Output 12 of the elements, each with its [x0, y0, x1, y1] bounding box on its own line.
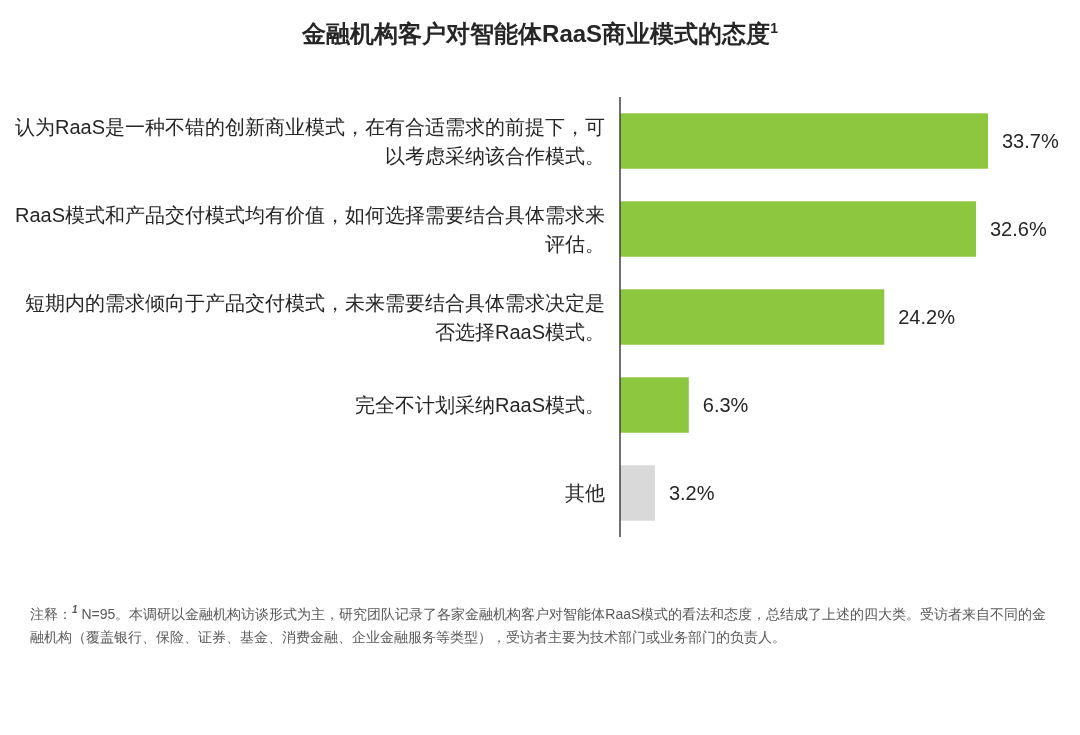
y-tick-label: RaaS模式和产品交付模式均有价值，如何选择需要结合具体需求来评估。	[14, 203, 605, 255]
chart-title: 金融机构客户对智能体RaaS商业模式的态度$^{1}$	[301, 19, 779, 49]
y-tick-label: 认为RaaS是一种不错的创新商业模式，在有合适需求的前提下，可以考虑采纳该合作模式。	[14, 115, 605, 167]
data-label: 24.2%	[898, 306, 956, 328]
y-tick-label: 其他	[565, 482, 605, 504]
data-label: 3.2%	[668, 482, 715, 504]
data-label: 32.6%	[989, 218, 1047, 240]
y-tick-label: 完全不计划采纳RaaS模式。	[354, 394, 605, 416]
data-label: 33.7%	[1002, 130, 1059, 152]
text: 注释：$^{1}$ N=95。本调研以金融机构访谈形式为主，研究团队记录了各家金融机构客户对智能体RaaS模式的看法和态度，总结成了上述的四大类。受访者来自不同的金融机构（覆盖银行、保险、证券、基金、消费金融、企业金融服务等类型），受访者主要为技术部门或业务部门的负责人。	[30, 603, 1048, 647]
y-tick-label: 短期内的需求倾向于产品交付模式，未来需要结合具体需求决定是否选择RaaS模式。	[25, 291, 605, 343]
data-label: 6.3%	[702, 394, 749, 416]
